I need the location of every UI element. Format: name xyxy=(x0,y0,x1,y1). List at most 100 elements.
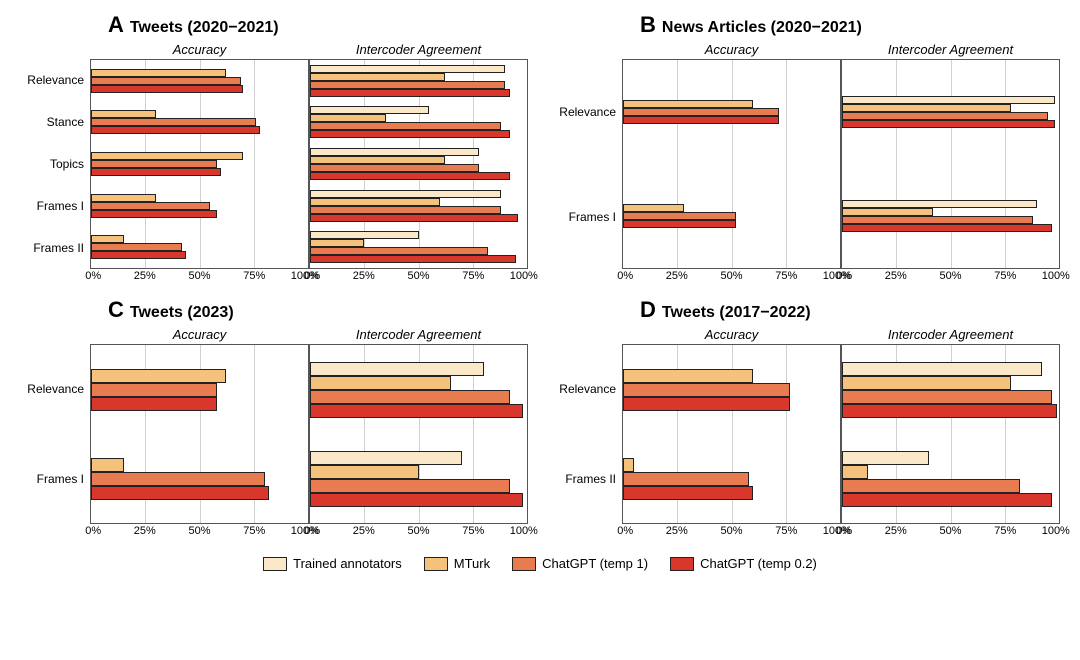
bar xyxy=(91,251,186,259)
bar xyxy=(91,118,256,126)
category-row xyxy=(842,60,1059,164)
x-ticks: 0%25%50%75%100% xyxy=(90,269,309,287)
bar xyxy=(310,73,445,81)
bar xyxy=(842,224,1052,232)
legend-swatch xyxy=(512,557,536,571)
subplot-title: Accuracy xyxy=(622,327,841,344)
category-row xyxy=(310,143,527,185)
bar xyxy=(310,198,440,206)
bar xyxy=(91,110,156,118)
x-tick: 75% xyxy=(243,525,265,537)
x-tick: 100% xyxy=(1042,270,1070,282)
bar xyxy=(91,243,182,251)
legend-swatch xyxy=(263,557,287,571)
legend-item: ChatGPT (temp 1) xyxy=(512,556,648,571)
plot xyxy=(622,59,841,269)
panel-D: D Tweets (2017−2022) AccuracyIntercoder Ag… xyxy=(552,297,1060,542)
spacer xyxy=(20,269,90,287)
plot xyxy=(841,344,1060,524)
x-ticks: 0%25%50%75%100% xyxy=(622,269,841,287)
bar xyxy=(91,235,124,243)
bar xyxy=(310,214,518,222)
category-row xyxy=(842,345,1059,434)
bar xyxy=(91,486,269,500)
bar xyxy=(842,200,1037,208)
panel-C: CTweets (2023)AccuracyIntercoder Agreeme… xyxy=(20,297,528,542)
panel-title-text: Tweets (2023) xyxy=(130,304,234,321)
bar xyxy=(310,89,510,97)
x-ticks: 0%25%50%75%100% xyxy=(309,524,528,542)
panels-grid: ATweets (2020−2021)AccuracyIntercoder Ag… xyxy=(20,12,1060,542)
subplot-title: Intercoder Agreement xyxy=(841,327,1060,344)
x-tick: 50% xyxy=(939,525,961,537)
subplot-title: Intercoder Agreement xyxy=(309,327,528,344)
bar xyxy=(842,390,1052,404)
legend: Trained annotators MTurk ChatGPT (temp 1) C… xyxy=(20,556,1060,571)
x-tick: 0% xyxy=(85,525,101,537)
category-row xyxy=(310,434,527,523)
legend-item: MTurk xyxy=(424,556,490,571)
x-ticks: 0%25%50%75%100% xyxy=(841,524,1060,542)
x-tick: 0% xyxy=(304,270,320,282)
panel-title: ATweets (2020−2021) xyxy=(108,12,528,38)
bar xyxy=(623,458,634,472)
bar xyxy=(310,231,419,239)
plot xyxy=(309,59,528,269)
bar xyxy=(623,220,736,228)
bar xyxy=(842,493,1052,507)
bar-rows xyxy=(310,60,527,268)
category-row xyxy=(91,185,308,227)
legend-item: ChatGPT (temp 0.2) xyxy=(670,556,817,571)
bar-rows xyxy=(842,345,1059,523)
x-tick: 50% xyxy=(407,270,429,282)
bar xyxy=(91,210,217,218)
subplot-title: Accuracy xyxy=(90,327,309,344)
bar xyxy=(842,451,929,465)
bar xyxy=(842,376,1011,390)
x-axis: 0%25%50%75%100%0%25%50%75%100% xyxy=(552,269,1060,287)
category-row xyxy=(91,434,308,523)
panel-letter: D xyxy=(640,297,656,322)
spacer xyxy=(552,42,622,59)
legend-swatch xyxy=(670,557,694,571)
bar xyxy=(623,397,790,411)
y-label: Relevance xyxy=(559,383,616,395)
subplot-title: Intercoder Agreement xyxy=(309,42,528,59)
x-tick: 50% xyxy=(407,525,429,537)
plot xyxy=(841,59,1060,269)
bar xyxy=(310,479,510,493)
x-tick: 25% xyxy=(353,525,375,537)
bar xyxy=(310,451,462,465)
bar xyxy=(91,383,217,397)
x-tick: 0% xyxy=(836,270,852,282)
category-row xyxy=(842,164,1059,268)
legend-label: Trained annotators xyxy=(293,556,402,571)
x-tick: 0% xyxy=(304,525,320,537)
y-labels: RelevanceFrames I xyxy=(20,344,90,524)
category-row xyxy=(91,60,308,102)
bar xyxy=(310,164,479,172)
bar xyxy=(842,362,1042,376)
x-tick: 0% xyxy=(836,525,852,537)
bar xyxy=(310,362,484,376)
x-ticks: 0%25%50%75%100% xyxy=(841,269,1060,287)
bar xyxy=(842,208,933,216)
y-label: Frames II xyxy=(565,473,616,485)
bar xyxy=(91,194,156,202)
category-row xyxy=(91,143,308,185)
x-tick: 75% xyxy=(462,270,484,282)
legend-label: ChatGPT (temp 1) xyxy=(542,556,648,571)
panel-title-text: Tweets (2017−2022) xyxy=(662,304,811,321)
subplots: AccuracyIntercoder AgreementRelevanceFra… xyxy=(552,42,1060,269)
bar-rows xyxy=(623,60,840,268)
x-tick: 75% xyxy=(994,525,1016,537)
y-label: Frames II xyxy=(33,242,84,254)
bar xyxy=(842,96,1055,104)
x-tick: 50% xyxy=(188,525,210,537)
x-tick: 25% xyxy=(134,270,156,282)
y-label: Stance xyxy=(47,116,84,128)
legend-label: ChatGPT (temp 0.2) xyxy=(700,556,817,571)
x-axis: 0%25%50%75%100%0%25%50%75%100% xyxy=(552,524,1060,542)
bar xyxy=(310,465,419,479)
plot xyxy=(309,344,528,524)
